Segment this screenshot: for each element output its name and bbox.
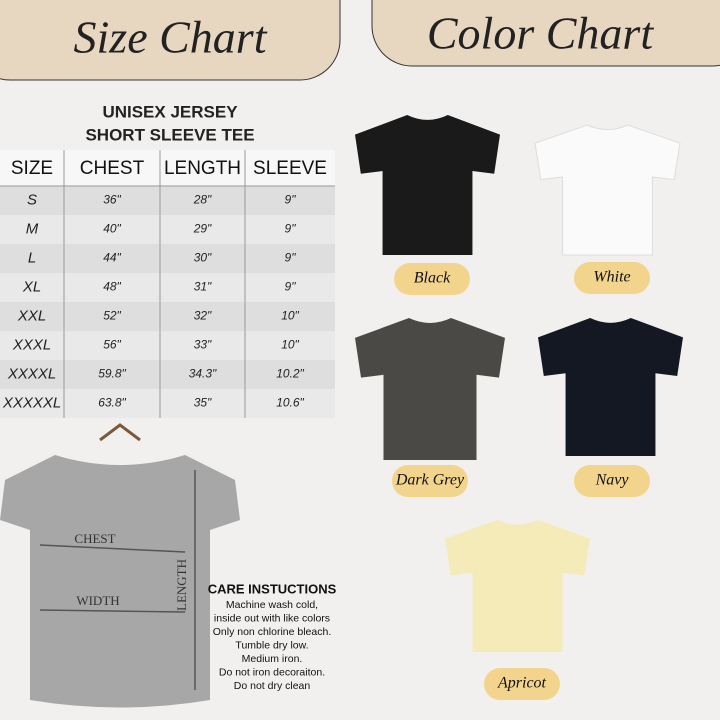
table-row	[0, 302, 335, 331]
care-line: Machine wash cold,	[226, 599, 318, 611]
table-cell: 10.2"	[276, 367, 304, 381]
size-heading: Size Chart	[74, 12, 268, 63]
hanger	[99, 423, 141, 442]
length-label: LENGTH	[174, 559, 189, 611]
table-cell: 9"	[285, 222, 297, 236]
care-line: Medium iron.	[242, 653, 303, 665]
tshirt	[355, 318, 505, 460]
color-label-pill	[484, 668, 560, 700]
care-line: inside out with like colors	[214, 612, 330, 624]
color-name: Dark Grey	[395, 472, 465, 489]
table-cell: 44"	[103, 251, 121, 265]
header-cell: SLEEVE	[253, 158, 327, 179]
table-title: SHORT SLEEVE TEE	[85, 125, 254, 144]
color-name: Apricot	[497, 675, 547, 692]
table-cell: 30"	[194, 251, 212, 265]
table-cell: 56"	[103, 338, 121, 352]
color-name: Black	[414, 270, 451, 287]
color-name: Navy	[595, 472, 630, 489]
table-cell: 35"	[194, 396, 212, 410]
header-cell: SIZE	[11, 158, 53, 179]
table-title: UNISEX JERSEY	[102, 102, 238, 121]
color-name: White	[593, 269, 630, 286]
tshirt	[355, 115, 500, 255]
table-cell: XL	[22, 278, 41, 295]
care-line: Do not dry clean	[234, 680, 311, 692]
table-row	[0, 244, 335, 273]
table-cell: 9"	[285, 193, 297, 207]
table-cell: 32"	[194, 309, 212, 323]
shirt-illustration	[0, 455, 240, 708]
color-label-pill	[574, 465, 650, 497]
table-row	[0, 331, 335, 360]
table-cell: 9"	[285, 280, 297, 294]
width-label: WIDTH	[76, 593, 119, 608]
tshirt	[538, 318, 683, 456]
table-cell: XXXXXL	[2, 394, 61, 411]
table-cell: 36"	[103, 193, 121, 207]
chest-label: CHEST	[74, 531, 115, 546]
table-row	[0, 273, 335, 302]
table-cell: 10"	[281, 309, 299, 323]
table-cell: 10"	[281, 338, 299, 352]
table-cell: 34.3"	[189, 367, 217, 381]
table-cell: 52"	[103, 309, 121, 323]
width-line	[39, 609, 186, 613]
tshirt	[445, 520, 590, 652]
header-cell: CHEST	[80, 158, 145, 179]
care-lines: Machine wash cold,inside out with like c…	[213, 599, 332, 692]
color-chart: Black White Dark Grey Navy Apricot	[355, 115, 683, 700]
table-row	[0, 186, 335, 215]
table-cell: 48"	[103, 280, 121, 294]
table-cell: L	[28, 249, 36, 266]
header-cell: LENGTH	[164, 158, 241, 179]
table-cell: XXXL	[12, 336, 51, 353]
tshirt	[534, 124, 681, 256]
table-cell: XXXXL	[7, 365, 56, 382]
care-line: Tumble dry low.	[235, 639, 308, 651]
table-cell: S	[27, 191, 37, 208]
table-cell: 10.6"	[276, 396, 304, 410]
table-cell: 40"	[103, 222, 121, 236]
care-title: CARE INSTUCTIONS	[208, 581, 337, 596]
chest-line	[39, 544, 186, 553]
size-heading-pill	[0, 0, 341, 81]
table-cell: 28"	[193, 193, 212, 207]
color-label-pill	[394, 263, 470, 295]
color-label-pill	[392, 465, 468, 497]
care-line: Only non chlorine bleach.	[213, 626, 332, 638]
table-cell: 63.8"	[98, 396, 126, 410]
diagram: CHEST WIDTH LENGTH	[0, 423, 240, 708]
table-cell: 31"	[194, 280, 212, 294]
care-line: Do not iron decoraiton.	[219, 666, 325, 678]
table-row	[0, 215, 335, 244]
table-cell: 33"	[194, 338, 212, 352]
color-label-pill	[574, 262, 650, 294]
header-row	[0, 150, 335, 186]
table-cell: 29"	[193, 222, 212, 236]
color-heading-pill	[371, 0, 720, 67]
color-heading: Color Chart	[427, 8, 654, 59]
size-table: SIZE CHEST LENGTH SLEEVE S 36" 28" 9" M 40" 29" 9" L…	[0, 150, 335, 418]
table-row	[0, 389, 335, 418]
table-cell: 59.8"	[98, 367, 126, 381]
table-cell: 9"	[285, 251, 297, 265]
table-cell: XXL	[17, 307, 46, 324]
table-cell: M	[26, 220, 39, 237]
table-row	[0, 360, 335, 389]
